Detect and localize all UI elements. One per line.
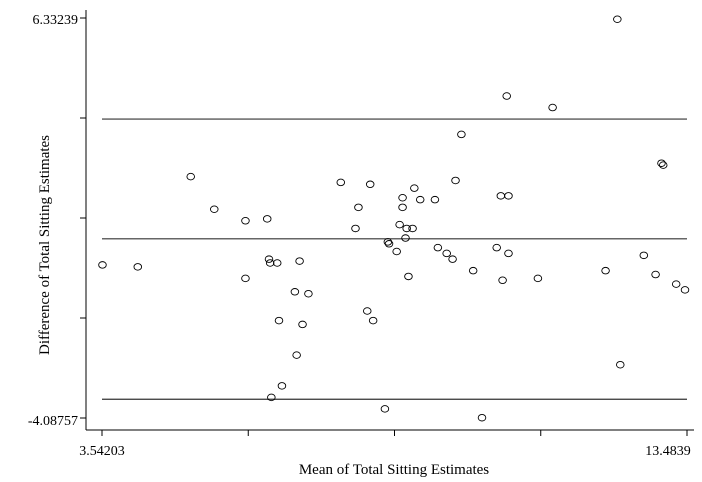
data-point: [502, 92, 511, 100]
data-point: [267, 393, 276, 402]
data-point: [504, 249, 513, 258]
data-point: [451, 176, 460, 185]
data-point: [410, 184, 419, 192]
data-point: [265, 259, 275, 267]
data-point: [241, 217, 250, 225]
data-point: [298, 320, 307, 329]
data-point: [354, 203, 363, 212]
data-point: [651, 270, 660, 279]
data-point: [430, 195, 440, 204]
data-point: [295, 257, 304, 265]
data-point: [292, 351, 301, 359]
y-ticks: [80, 17, 86, 419]
data-point: [639, 251, 649, 260]
data-point: [384, 240, 394, 248]
data-point: [498, 276, 507, 285]
data-point: [264, 255, 274, 263]
data-point: [336, 178, 346, 187]
data-point: [671, 280, 681, 288]
data-point: [401, 234, 410, 242]
data-point: [380, 405, 390, 413]
data-point: [392, 247, 401, 256]
data-point: [415, 195, 425, 204]
data-point: [533, 274, 543, 283]
data-point: [274, 316, 284, 325]
x-tick-label-min: 3.54203: [79, 444, 125, 459]
data-point: [658, 161, 668, 169]
reference-lines: [102, 118, 687, 400]
data-point: [351, 224, 360, 233]
data-point: [613, 15, 622, 23]
data-point: [408, 224, 417, 233]
y-axis-label: Difference of Total Sitting Estimates: [37, 135, 53, 355]
data-point: [365, 180, 375, 189]
data-point: [304, 289, 313, 298]
data-point: [657, 159, 666, 167]
data-point: [290, 288, 300, 296]
data-point: [433, 243, 443, 252]
data-point: [98, 261, 107, 269]
data-point: [492, 243, 501, 252]
x-tick-label-max: 13.4839: [645, 444, 691, 459]
data-point: [680, 286, 690, 294]
data-point: [442, 249, 451, 258]
data-point: [186, 172, 195, 181]
data-point: [262, 215, 272, 223]
data-point: [402, 224, 411, 233]
data-point: [448, 255, 457, 263]
x-axis-label: Mean of Total Sitting Estimates: [299, 462, 489, 478]
data-point: [272, 259, 282, 267]
y-tick-label-min: -4.08757: [28, 414, 78, 429]
data-point: [133, 263, 143, 271]
data-point: [496, 192, 506, 200]
data-point: [395, 220, 404, 229]
data-points: [98, 15, 690, 422]
data-point: [457, 130, 466, 139]
data-point: [277, 382, 287, 390]
data-point: [404, 272, 413, 281]
x-ticks: [101, 430, 688, 436]
data-point: [601, 266, 610, 275]
data-point: [241, 274, 250, 283]
data-point: [616, 360, 625, 369]
data-point: [548, 103, 557, 112]
data-point: [398, 193, 407, 202]
data-point: [363, 307, 372, 315]
data-point: [210, 205, 219, 214]
data-point: [368, 316, 378, 325]
data-point: [477, 413, 487, 422]
y-tick-label-max: 6.33239: [33, 13, 79, 28]
data-point: [383, 238, 393, 246]
data-point: [468, 266, 478, 275]
data-point: [398, 203, 407, 212]
data-point: [504, 192, 513, 200]
